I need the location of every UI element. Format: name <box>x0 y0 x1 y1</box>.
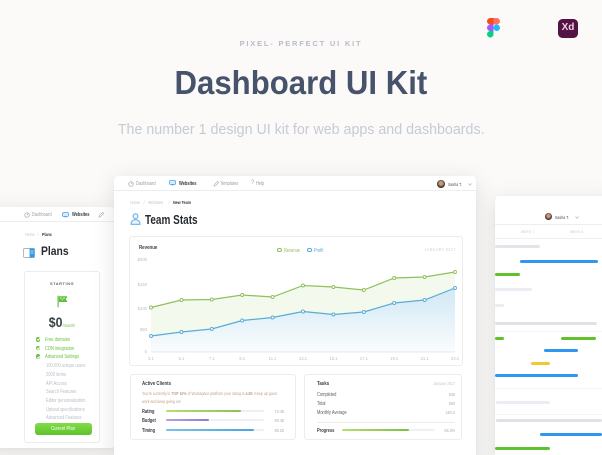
svg-text:7.1: 7.1 <box>209 356 215 361</box>
svg-text:11.1: 11.1 <box>269 356 278 361</box>
svg-text:17.1: 17.1 <box>360 356 369 361</box>
svg-text:23.1: 23.1 <box>451 356 460 361</box>
svg-text:$50: $50 <box>140 327 148 332</box>
svg-text:5.1: 5.1 <box>178 356 184 361</box>
svg-text:15.1: 15.1 <box>329 356 338 361</box>
svg-text:13.1: 13.1 <box>299 356 308 361</box>
svg-text:9.1: 9.1 <box>239 356 245 361</box>
svg-text:$150: $150 <box>138 282 148 287</box>
svg-text:0: 0 <box>145 349 148 354</box>
svg-text:21.1: 21.1 <box>421 356 430 361</box>
svg-text:3.1: 3.1 <box>148 356 154 361</box>
svg-text:19.1: 19.1 <box>390 356 399 361</box>
svg-text:$100: $100 <box>138 306 148 311</box>
svg-text:$200: $200 <box>138 257 148 262</box>
